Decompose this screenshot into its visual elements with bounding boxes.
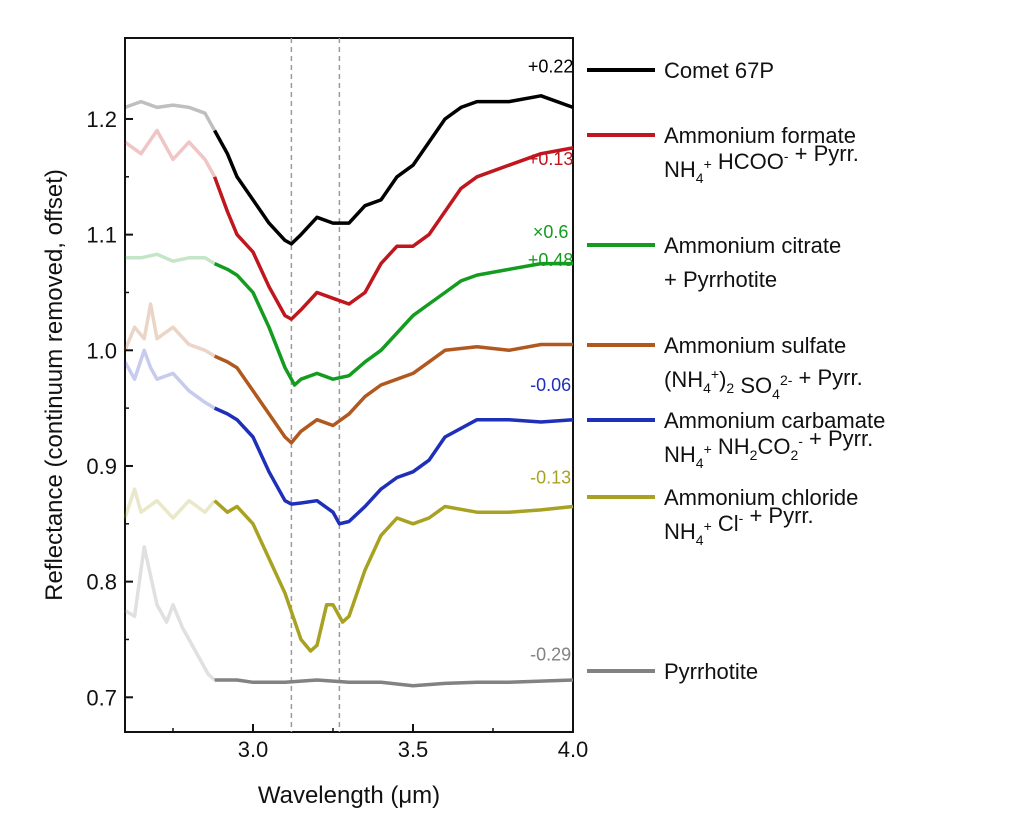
- legend-label-pyrrhotite: Pyrrhotite: [664, 659, 758, 684]
- x-axis-title: Wavelength (μm): [258, 782, 440, 809]
- offset-label: +0.13: [528, 149, 574, 169]
- y-axis-title: Reflectance (continuum removed, offset): [41, 169, 68, 601]
- legend-label-comet-67p: Comet 67P: [664, 58, 774, 83]
- legend-sublabel-ammonium-formate: NH4+ HCOO- + Pyrr.: [664, 141, 859, 186]
- x-tick-label: 3.0: [238, 737, 269, 762]
- legend-sublabel-ammonium-chloride: NH4+ Cl- + Pyrr.: [664, 503, 814, 548]
- series-line-faded-ammonium-sulfate: [123, 302, 216, 358]
- y-tick-label: 1.0: [86, 338, 117, 363]
- x-axis: 3.0 3.5 4.0: [172, 724, 589, 762]
- series-line-ammonium-carbamate: [213, 406, 574, 526]
- offset-label: -0.06: [530, 375, 571, 395]
- offset-labels: +0.22 +0.13 ×0.6 +0.48 -0.06 -0.13 -0.29: [528, 57, 574, 665]
- legend-sublabel-ammonium-sulfate: (NH4+)2 SO42- + Pyrr.: [664, 365, 863, 402]
- legend-label-ammonium-formate: Ammonium formate: [664, 123, 856, 148]
- offset-label: -0.29: [530, 644, 571, 664]
- series-line-faded-comet-67p: [124, 99, 217, 132]
- y-axis: 0.7 0.8 0.9 1.0 1.1 1.2: [86, 107, 133, 710]
- series-line-faded-ammonium-carbamate: [123, 348, 216, 410]
- legend-sublabel-ammonium-carbamate: NH4+ NH2CO2- + Pyrr.: [664, 426, 873, 471]
- y-tick-label: 0.9: [86, 454, 117, 479]
- series-line-faded-ammonium-citrate: [125, 252, 216, 266]
- series-layer: [123, 94, 574, 688]
- plot-frame: [124, 37, 574, 733]
- series-line-ammonium-chloride: [213, 499, 574, 653]
- offset-label: +0.22: [528, 57, 574, 77]
- offset-label: ×0.6: [533, 222, 569, 242]
- series-line-faded-pyrrhotite: [124, 545, 216, 682]
- series-line-ammonium-sulfate: [213, 342, 573, 445]
- legend-label-ammonium-citrate: Ammonium citrate: [664, 233, 841, 258]
- series-line-comet-67p: [213, 94, 574, 246]
- x-tick-label: 3.5: [398, 737, 429, 762]
- offset-label: -0.13: [530, 467, 571, 487]
- series-line-ammonium-citrate: [213, 261, 573, 387]
- series-line-ammonium-formate: [212, 146, 574, 321]
- y-tick-label: 0.7: [86, 685, 117, 710]
- legend-label-ammonium-carbamate: Ammonium carbamate: [664, 408, 885, 433]
- legend-label-ammonium-sulfate: Ammonium sulfate: [664, 333, 846, 358]
- legend-label-ammonium-chloride: Ammonium chloride: [664, 485, 858, 510]
- series-line-pyrrhotite: [214, 678, 574, 688]
- offset-label: +0.48: [528, 250, 574, 270]
- series-line-faded-ammonium-formate: [123, 128, 217, 178]
- y-tick-label: 0.8: [86, 570, 117, 595]
- legend-sublabel-ammonium-citrate: + Pyrrhotite: [664, 267, 777, 292]
- y-tick-label: 1.1: [86, 223, 117, 248]
- y-tick-label: 1.2: [86, 107, 117, 132]
- series-line-faded-ammonium-chloride: [123, 487, 216, 520]
- x-tick-label: 4.0: [558, 737, 589, 762]
